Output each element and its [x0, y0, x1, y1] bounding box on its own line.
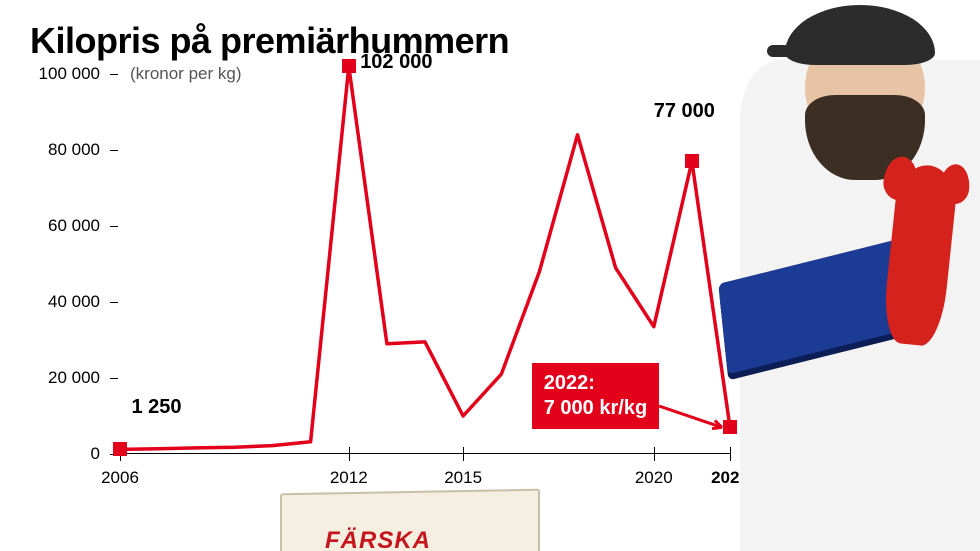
x-tick-label: 2020 [635, 468, 673, 488]
data-marker [113, 442, 127, 456]
y-tick-label: 100 000 [39, 64, 100, 84]
x-tick-label: 2006 [101, 468, 139, 488]
crate-label: FÄRSKA [325, 527, 431, 551]
chart-area: 020 00040 00060 00080 000100 000 (kronor… [30, 74, 760, 504]
data-marker [342, 59, 356, 73]
badge-arrow [659, 406, 722, 427]
value-callout: 102 000 [360, 51, 432, 74]
crate-photo: FÄRSKA [280, 451, 560, 551]
data-marker [685, 154, 699, 168]
y-tick-label: 0 [91, 444, 100, 464]
y-tick-label: 80 000 [48, 140, 100, 160]
value-callout: 77 000 [654, 100, 715, 123]
value-callout: 1 250 [131, 396, 181, 419]
y-tick-label: 20 000 [48, 368, 100, 388]
auctioneer-photo [720, 0, 980, 551]
y-tick-label: 40 000 [48, 292, 100, 312]
y-tick-label: 60 000 [48, 216, 100, 236]
highlight-badge: 2022:7 000 kr/kg [532, 363, 659, 429]
plot-region: 200620122015202020221 250102 00077 00020… [120, 74, 730, 454]
